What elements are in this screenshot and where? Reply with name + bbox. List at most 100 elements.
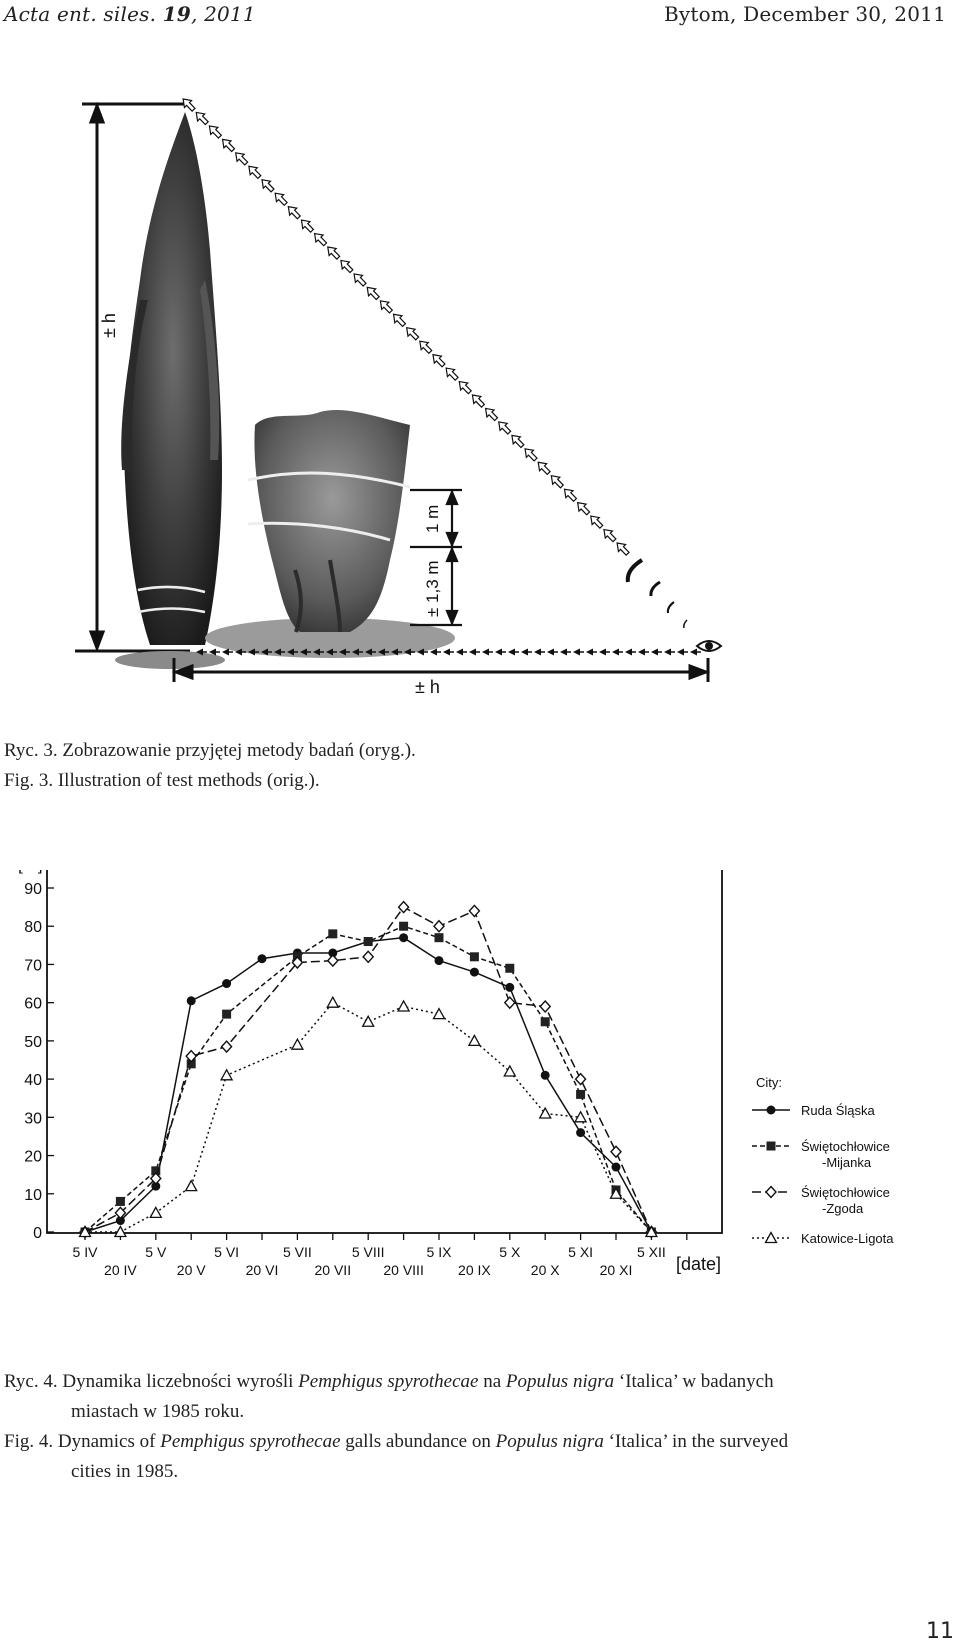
ground-arrow — [573, 648, 580, 656]
data-point-diamond — [765, 1185, 777, 1199]
sight-arrow — [195, 111, 210, 126]
series-line — [84, 906, 653, 1233]
caption-figure-3: Ryc. 3. Zobrazowanie przyjętej metody ba… — [4, 736, 416, 796]
sight-arrow — [366, 286, 380, 301]
sight-arrow — [576, 501, 591, 516]
sight-arrow — [340, 259, 354, 274]
sight-arrow — [379, 300, 394, 314]
data-point-square — [151, 1166, 161, 1176]
data-point-circle — [576, 1128, 586, 1138]
data-point-triangle — [574, 1110, 588, 1123]
data-point-square — [328, 929, 338, 939]
legend-item: Katowice-Ligota — [752, 1231, 894, 1246]
ground-arrow — [391, 648, 398, 656]
data-point-triangle — [609, 1186, 623, 1199]
sight-arrow — [300, 219, 315, 234]
data-point-square — [434, 933, 444, 943]
journal-year: , 2011 — [190, 2, 256, 26]
x-tick-label: 20 IV — [104, 1262, 137, 1278]
ground-arrow — [209, 648, 216, 656]
data-point-diamond — [539, 999, 552, 1014]
data-point-circle — [115, 1216, 125, 1226]
x-tick-label: 5 VI — [214, 1244, 239, 1260]
measure-scale — [410, 488, 462, 627]
data-point-circle — [540, 1070, 550, 1080]
ground-arrow — [651, 648, 658, 656]
x-tick-label: 5 IV — [73, 1244, 99, 1260]
ground-arrow — [248, 648, 255, 656]
data-point-circle — [257, 954, 267, 964]
sight-arrow — [537, 461, 551, 476]
data-point-triangle — [644, 1225, 658, 1238]
x-axis-label: [date] — [676, 1254, 721, 1274]
label-13m: ± 1,3 m — [423, 560, 442, 617]
y-tick-label: 0 — [33, 1225, 42, 1242]
data-point-square — [469, 952, 479, 962]
series-line — [84, 925, 652, 1233]
data-point-triangle — [361, 1014, 375, 1027]
legend-item: Ruda Śląska — [752, 1103, 875, 1118]
data-point-triangle — [326, 995, 340, 1008]
ground-arrow — [326, 648, 333, 656]
data-point-triangle — [184, 1179, 198, 1192]
y-tick-label: 70 — [24, 957, 42, 974]
x-tick-label: 5 IX — [427, 1244, 453, 1260]
legend-label: Świętochłowice — [801, 1139, 890, 1154]
data-point-circle — [151, 1181, 161, 1191]
ground-arrow — [287, 648, 294, 656]
series-line — [84, 936, 653, 1233]
legend-title: City: — [756, 1075, 782, 1090]
sight-arrow — [419, 340, 433, 355]
data-point-triangle — [503, 1064, 517, 1077]
ground-arrow — [690, 648, 697, 656]
ground-arrow — [456, 648, 463, 656]
series-3 — [79, 900, 658, 1239]
sight-arrow — [287, 205, 302, 220]
legend-label-line2: -Zgoda — [822, 1201, 864, 1216]
legend: City: Ruda Śląska Świętochłowice-MijankaŚ… — [752, 1075, 894, 1246]
data-point-diamond — [610, 1145, 622, 1159]
species-name: Populus nigra — [505, 1371, 615, 1392]
x-tick-label: 5 VII — [283, 1244, 312, 1260]
data-point-triangle — [467, 1034, 481, 1047]
ground-arrow — [495, 648, 502, 656]
y-tick-label: 60 — [24, 996, 42, 1013]
data-point-diamond — [362, 950, 375, 964]
data-point-triangle — [220, 1068, 234, 1081]
sight-line-arrows — [182, 98, 630, 556]
page-number: 11 — [926, 1619, 954, 1644]
legend-label-line2: -Mijanka — [822, 1155, 872, 1170]
x-tick-label: 20 V — [177, 1262, 206, 1278]
data-point-square — [186, 1059, 196, 1069]
plot-frame — [46, 870, 723, 1234]
sight-arrow — [405, 326, 420, 341]
ground-arrow — [222, 648, 229, 656]
data-point-triangle — [538, 1106, 552, 1119]
x-tick-label: 5 XI — [568, 1244, 593, 1260]
data-point-circle — [222, 979, 232, 989]
ground-arrow — [586, 648, 593, 656]
caption-text: Ryc. 4. Dynamika liczebności wyrośli — [4, 1371, 299, 1392]
ground-arrow — [664, 648, 671, 656]
legend-item: Świętochłowice-Mijanka — [752, 1139, 890, 1170]
species-name: Populus nigra — [495, 1431, 604, 1452]
ground-arrow — [677, 648, 684, 656]
x-tick-label: 5 X — [499, 1244, 521, 1260]
vision-arcs — [625, 558, 688, 629]
sight-arrow — [458, 380, 473, 395]
journal-name: Acta ent. siles. — [4, 2, 157, 26]
sight-arrow — [484, 407, 499, 422]
data-point-square — [363, 937, 373, 947]
caption-3-english: Fig. 3. Illustration of test methods (or… — [4, 770, 320, 791]
figure-3-illustration: ± h 1 m ± 1,3 m — [75, 98, 723, 697]
ground-arrow — [612, 648, 619, 656]
x-tick-label: 5 XII — [637, 1244, 666, 1260]
data-point-diamond — [574, 1072, 587, 1086]
sight-arrow — [182, 98, 196, 112]
species-name: Pemphigus spyrothecae — [160, 1431, 341, 1452]
y-tick-label: 40 — [24, 1072, 42, 1089]
y-tick-label: 80 — [24, 919, 42, 936]
ground-arrow — [313, 648, 320, 656]
ground-arrow — [365, 648, 372, 656]
sight-arrow — [511, 434, 525, 449]
